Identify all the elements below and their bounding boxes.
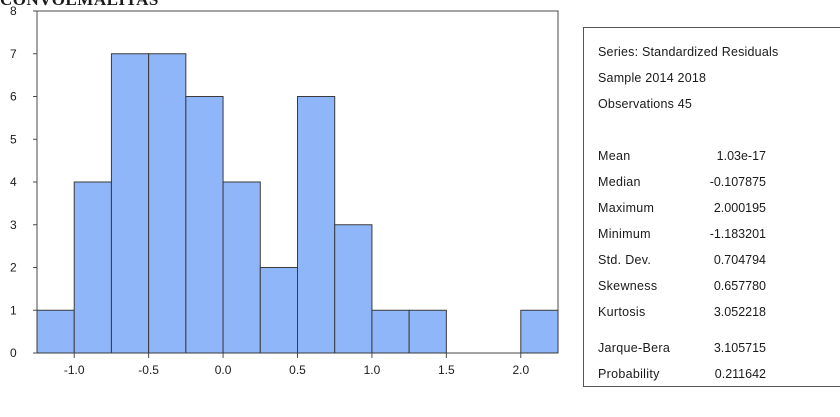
histogram-chart: 0 1 2 3 4 5 6 7 8 -1.0 -0.5 0.0 0.5 1.0 1.5 2.0 xyxy=(10,4,559,377)
stat-label-mean: Mean xyxy=(598,149,631,163)
y-tick-label: 2 xyxy=(10,261,17,275)
x-tick-label: 0.5 xyxy=(289,363,306,377)
stat-label-jarque-bera: Jarque-Bera xyxy=(598,341,671,355)
histogram-bar-7 xyxy=(297,96,336,354)
stat-label-maximum: Maximum xyxy=(598,201,655,215)
histogram-bar-0 xyxy=(36,309,75,354)
stat-value-minimum: -1.183201 xyxy=(709,227,766,241)
x-tick-label: 0.0 xyxy=(215,363,232,377)
histogram-bar-3 xyxy=(148,53,187,354)
stat-label-probability: Probability xyxy=(598,367,660,381)
y-tick-label: 4 xyxy=(10,175,17,189)
stat-label-skewness: Skewness xyxy=(598,279,658,293)
histogram-bar-2 xyxy=(110,53,150,354)
x-tick-label: -0.5 xyxy=(138,363,159,377)
stat-value-median: -0.107875 xyxy=(709,175,766,189)
y-tick-label: 5 xyxy=(10,132,17,146)
stat-value-skewness: 0.657780 xyxy=(713,279,766,293)
stat-label-minimum: Minimum xyxy=(598,227,651,241)
page-title: CONVOLMALITAS xyxy=(0,0,159,10)
y-tick-label: 7 xyxy=(10,47,17,61)
stat-value-probability: 0.211642 xyxy=(714,367,766,381)
stat-label-median: Median xyxy=(598,175,641,189)
stat-value-jarque-bera: 3.105715 xyxy=(713,341,766,355)
stat-label-kurtosis: Kurtosis xyxy=(598,305,646,319)
histogram-bar-1 xyxy=(73,181,112,354)
x-tick-label: 1.0 xyxy=(364,363,381,377)
x-tick-label: -1.0 xyxy=(64,363,85,377)
series-name: Series: Standardized Residuals xyxy=(598,45,779,59)
histogram-bar-9 xyxy=(371,309,410,354)
histogram-bar-5 xyxy=(222,181,261,354)
sample-range: Sample 2014 2018 xyxy=(598,71,707,85)
y-tick-label: 3 xyxy=(10,218,17,232)
y-tick-label: 6 xyxy=(10,90,17,104)
y-tick-label: 8 xyxy=(10,4,17,18)
stat-value-maximum: 2.000195 xyxy=(713,201,766,215)
histogram-bar-10 xyxy=(408,309,447,354)
observations-count: Observations 45 xyxy=(598,97,693,111)
y-tick-label: 0 xyxy=(10,346,17,360)
histogram-bar-13 xyxy=(520,309,559,354)
histogram-bar-4 xyxy=(185,96,224,354)
descriptive-stats-panel: Series: Standardized Residuals Sample 20… xyxy=(583,27,840,387)
stat-value-mean: 1.03e-17 xyxy=(716,149,766,163)
histogram-bar-6 xyxy=(259,267,298,354)
x-tick-label: 2.0 xyxy=(512,363,529,377)
stat-label-std-dev: Std. Dev. xyxy=(598,253,652,267)
stat-value-kurtosis: 3.052218 xyxy=(713,305,766,319)
histogram-bar-8 xyxy=(334,224,373,354)
y-tick-label: 1 xyxy=(10,303,17,317)
x-tick-label: 1.5 xyxy=(438,363,455,377)
stat-value-std-dev: 0.704794 xyxy=(713,253,766,267)
